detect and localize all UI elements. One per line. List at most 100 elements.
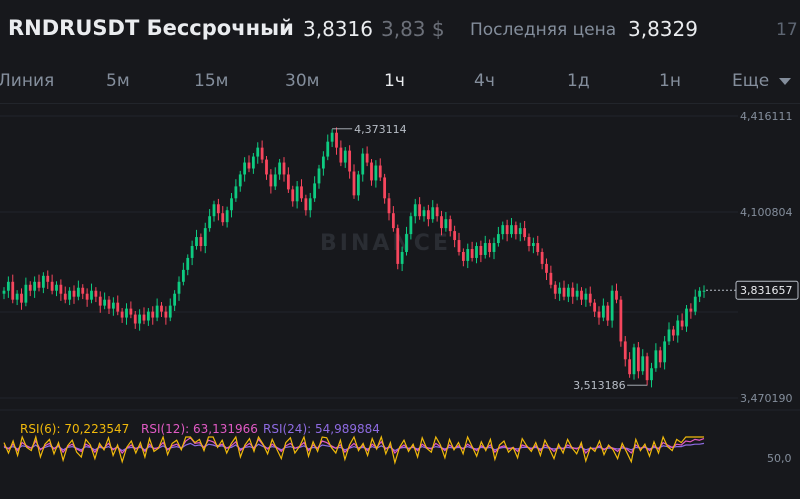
candle-body: [50, 281, 54, 291]
candle-body: [190, 246, 194, 258]
candle-body: [103, 299, 107, 306]
candle-body: [426, 210, 430, 220]
candle-body: [234, 186, 238, 199]
low-label: 3,513186: [573, 379, 626, 392]
low-annotation: 3,513186: [573, 379, 648, 392]
candles: [2, 127, 706, 388]
tab-15m[interactable]: 15м: [194, 71, 229, 91]
candle-body: [15, 293, 19, 300]
rsi12-legend: RSI(12): 63,131966: [141, 422, 258, 436]
candle-body: [457, 240, 461, 252]
candle-body: [33, 281, 37, 291]
candle-body: [265, 159, 268, 175]
candle-body: [173, 293, 177, 306]
candle-body: [343, 150, 347, 163]
candle-body: [85, 293, 89, 300]
candle-body: [335, 132, 338, 148]
candle-body: [549, 272, 553, 285]
rsi-level-label: 50,0: [767, 452, 792, 465]
candle-body: [269, 174, 273, 187]
candle-body: [356, 174, 360, 196]
tab-line[interactable]: Линия: [0, 71, 55, 91]
candle-body: [702, 290, 706, 292]
tab-1w[interactable]: 1н: [659, 71, 681, 91]
candle-body: [440, 216, 443, 229]
candle-body: [466, 248, 470, 261]
high-label: 4,373114: [354, 123, 407, 136]
candle-body: [632, 347, 636, 375]
candle-body: [418, 204, 422, 217]
candle-body: [177, 281, 181, 294]
candle-body: [151, 311, 155, 318]
tab-1d[interactable]: 1д: [567, 71, 590, 91]
price-tag-value: 3,831657: [740, 284, 793, 297]
candle-body: [370, 162, 373, 181]
candle-body: [641, 356, 645, 372]
candle-body: [142, 314, 146, 321]
candle-body: [221, 213, 225, 223]
candle-body: [374, 165, 378, 181]
candle-body: [510, 225, 513, 235]
candle-body: [203, 228, 207, 247]
candle-body: [256, 147, 260, 157]
candle-body: [562, 287, 566, 297]
candle-body: [28, 284, 32, 291]
candle-body: [90, 290, 93, 300]
candle-body: [300, 186, 303, 199]
candle-body: [330, 132, 334, 142]
candle-body: [81, 287, 85, 294]
candle-body: [501, 225, 505, 235]
candle-body: [238, 174, 242, 187]
caret-down-icon: [779, 77, 792, 85]
candle-body: [378, 165, 382, 178]
candle-body: [94, 290, 98, 297]
candle-body: [540, 251, 544, 264]
candle-body: [619, 299, 623, 342]
rsi6-legend: RSI(6): 70,223547: [20, 422, 129, 436]
mark-price: 3,8316: [303, 17, 373, 41]
candle-body: [628, 359, 632, 375]
price-tag: [735, 280, 799, 300]
candle-body: [422, 210, 426, 217]
price-chart[interactable]: BINANCE 4,416111 4,100804 3,470190 4,373…: [0, 104, 800, 499]
candle-body: [431, 207, 435, 220]
candle-body: [671, 329, 675, 336]
candle-body: [391, 213, 395, 229]
candle-body: [365, 153, 369, 163]
candle-body: [685, 308, 688, 327]
candle-body: [461, 251, 465, 261]
candle-body: [286, 174, 290, 190]
candle-body: [6, 281, 10, 291]
candle-body: [615, 290, 618, 300]
symbol-title[interactable]: RNDRUSDT Бессрочный: [8, 16, 294, 40]
candle-body: [291, 189, 295, 202]
tab-30m[interactable]: 30м: [285, 71, 320, 91]
candle-body: [273, 174, 277, 187]
tab-4h[interactable]: 4ч: [474, 71, 495, 91]
candle-body: [361, 153, 365, 175]
candle-body: [321, 156, 325, 169]
chart-grid: [0, 115, 800, 411]
candle-body: [523, 228, 527, 238]
candle-body: [313, 183, 317, 199]
candle-body: [230, 198, 233, 211]
header: RNDRUSDT Бессрочный 3,8316 3,83 $ Послед…: [0, 0, 800, 58]
candle-body: [129, 308, 133, 315]
tab-5m[interactable]: 5м: [106, 71, 130, 91]
candle-body: [146, 311, 150, 321]
candle-body: [387, 198, 391, 214]
candle-body: [518, 228, 522, 235]
candle-body: [650, 368, 653, 381]
tab-1h[interactable]: 1ч: [384, 71, 405, 91]
tab-more[interactable]: Еще: [732, 71, 792, 91]
candle-body: [663, 341, 667, 363]
candle-body: [448, 219, 452, 232]
candle-body: [636, 347, 640, 372]
candle-body: [199, 237, 203, 247]
candle-body: [216, 204, 220, 214]
candle-body: [125, 308, 128, 318]
candle-body: [11, 281, 15, 300]
candle-body: [107, 299, 111, 309]
candle-body: [409, 216, 413, 235]
candle-body: [475, 246, 478, 258]
